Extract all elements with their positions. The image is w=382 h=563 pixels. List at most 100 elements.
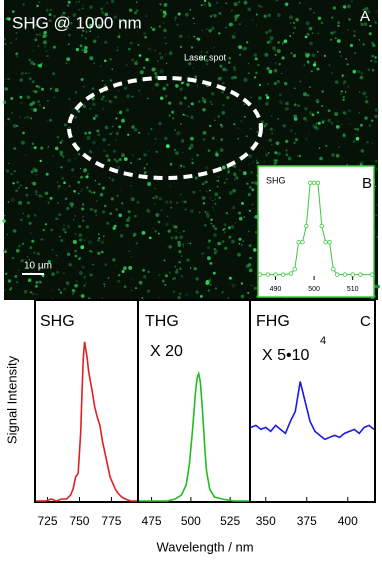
speckle	[56, 270, 59, 274]
speckle	[187, 242, 189, 244]
speckle	[317, 16, 322, 20]
speckle	[207, 241, 210, 244]
speckle	[43, 238, 45, 241]
data-marker	[265, 272, 270, 277]
speckle	[209, 197, 211, 199]
speckle	[20, 102, 23, 104]
speckle	[34, 190, 38, 194]
speckle	[224, 227, 226, 230]
speckle	[211, 206, 214, 209]
speckle	[53, 96, 55, 98]
speckle	[230, 9, 233, 12]
speckle	[89, 107, 92, 110]
speckle	[180, 274, 184, 278]
speckle	[18, 244, 21, 248]
speckle	[360, 16, 362, 18]
speckle	[352, 140, 356, 143]
speckle	[170, 207, 173, 209]
speckle	[135, 287, 137, 289]
speckle	[154, 84, 157, 87]
speckle	[358, 112, 361, 114]
data-marker	[369, 272, 375, 277]
speckle	[237, 252, 241, 257]
speckle	[258, 96, 262, 100]
speckle	[4, 87, 8, 91]
speckle	[332, 6, 336, 10]
speckle	[11, 111, 13, 114]
speckle	[342, 96, 345, 99]
speckle	[111, 131, 114, 134]
data-marker	[288, 271, 294, 276]
speckle	[293, 141, 296, 144]
speckle	[100, 240, 105, 245]
laser-spot-outline	[67, 76, 263, 180]
speckle	[14, 275, 18, 278]
speckle	[29, 102, 33, 107]
speckle	[337, 24, 340, 27]
y-axis-label: Signal Intensity	[4, 355, 19, 444]
speckle	[175, 270, 179, 274]
speckle	[281, 41, 285, 45]
speckle	[234, 14, 239, 19]
data-marker	[257, 272, 263, 277]
speckle	[143, 66, 146, 70]
speckle	[305, 120, 308, 122]
speckle	[304, 107, 308, 111]
speckle	[360, 22, 364, 27]
speckle	[78, 225, 82, 228]
speckle	[274, 53, 277, 56]
speckle	[304, 52, 307, 55]
speckle	[295, 133, 297, 135]
speckle	[127, 210, 131, 214]
speckle	[111, 178, 115, 182]
speckle	[155, 213, 160, 217]
speckle	[137, 44, 140, 46]
speckle	[186, 115, 189, 117]
speckle	[74, 283, 78, 288]
speckle	[267, 152, 270, 154]
speckle	[111, 20, 114, 24]
speckle	[169, 185, 172, 187]
speckle	[30, 107, 34, 111]
speckle	[13, 170, 16, 173]
speckle	[313, 11, 315, 14]
speckle	[227, 297, 230, 299]
speckle	[19, 78, 24, 82]
speckle	[106, 221, 110, 225]
speckle	[68, 185, 71, 188]
speckle	[65, 281, 70, 285]
data-line	[36, 341, 137, 502]
speckle	[130, 185, 132, 187]
speckle	[154, 203, 156, 205]
speckle	[268, 69, 273, 74]
speckle	[97, 251, 101, 255]
speckle	[342, 98, 345, 101]
speckle	[211, 26, 215, 31]
speckle	[82, 7, 84, 10]
speckle	[139, 158, 141, 160]
speckle	[179, 45, 183, 49]
speckle	[221, 291, 224, 294]
speckle	[371, 54, 375, 58]
speckle	[104, 84, 107, 88]
speckle	[60, 14, 64, 18]
speckle	[371, 119, 374, 122]
speckle	[99, 65, 102, 68]
speckle	[78, 8, 81, 11]
speckle	[320, 21, 324, 25]
speckle	[81, 34, 84, 37]
speckle	[281, 56, 285, 60]
speckle	[63, 224, 65, 226]
speckle	[77, 153, 81, 156]
speckle	[109, 132, 112, 136]
speckle	[168, 101, 172, 105]
data-marker	[296, 239, 301, 245]
speckle	[303, 116, 307, 121]
speckle	[168, 51, 173, 56]
speckle	[231, 108, 233, 110]
speckle	[155, 75, 159, 79]
speckle	[188, 147, 192, 150]
speckle	[206, 213, 211, 218]
speckle	[49, 87, 53, 90]
speckle	[203, 100, 207, 104]
